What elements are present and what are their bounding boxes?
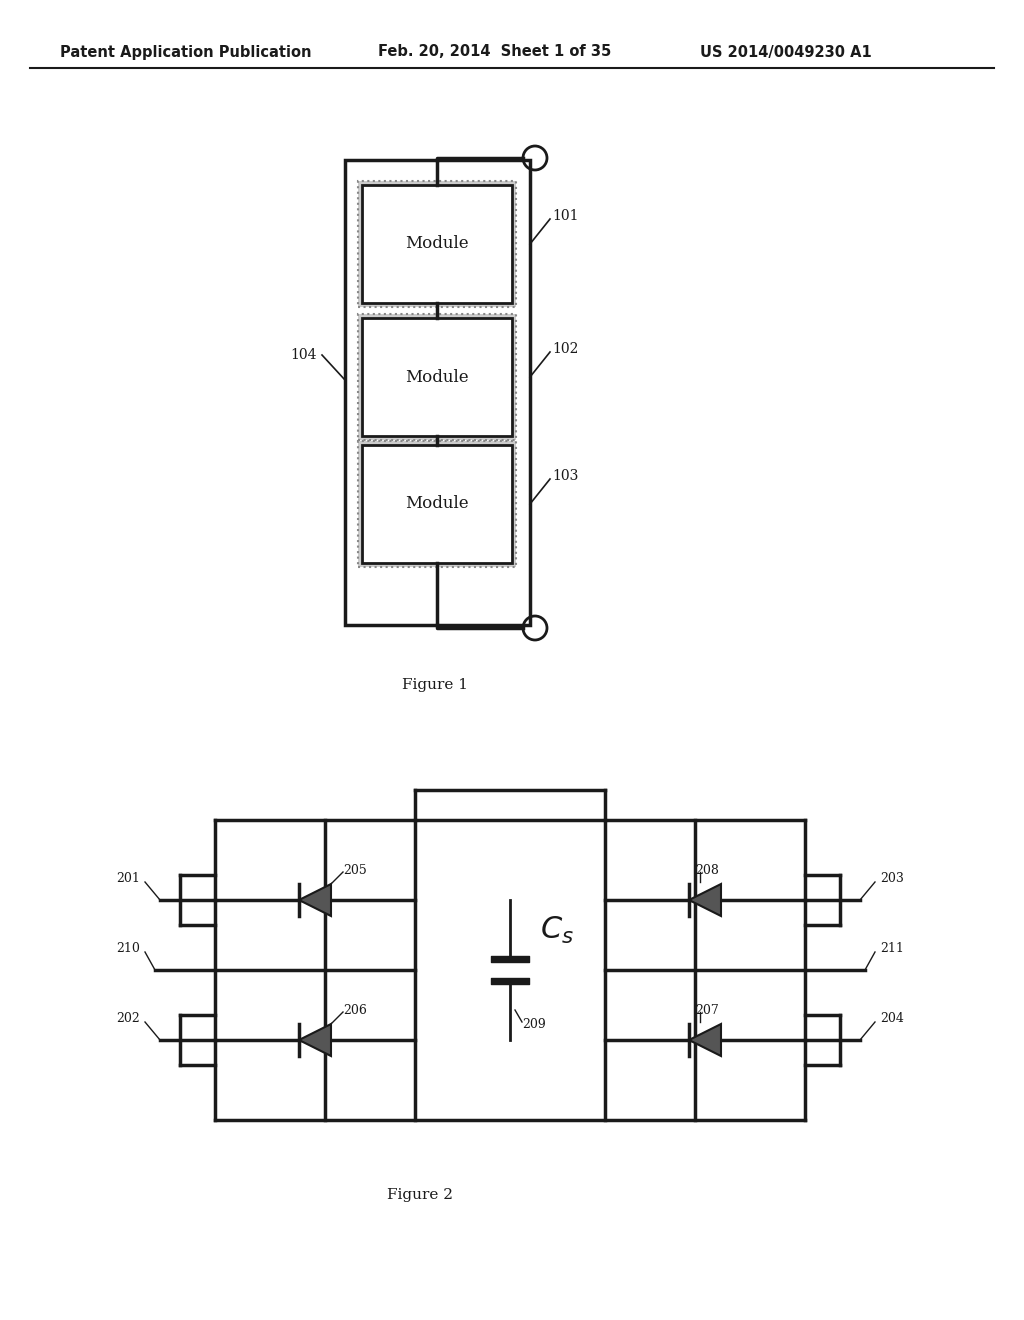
Polygon shape: [689, 1024, 721, 1056]
Polygon shape: [689, 884, 721, 916]
Text: 101: 101: [552, 209, 579, 223]
Text: 202: 202: [117, 1011, 140, 1024]
Text: Module: Module: [406, 368, 469, 385]
Text: Feb. 20, 2014  Sheet 1 of 35: Feb. 20, 2014 Sheet 1 of 35: [378, 45, 611, 59]
Text: 205: 205: [343, 863, 367, 876]
Text: 209: 209: [522, 1019, 546, 1031]
Text: Figure 2: Figure 2: [387, 1188, 453, 1203]
Text: Figure 1: Figure 1: [402, 678, 468, 692]
Text: 210: 210: [116, 941, 140, 954]
Text: Module: Module: [406, 235, 469, 252]
Text: 211: 211: [880, 941, 904, 954]
Text: 102: 102: [552, 342, 579, 356]
Text: 206: 206: [343, 1003, 367, 1016]
Text: 204: 204: [880, 1011, 904, 1024]
Polygon shape: [299, 1024, 331, 1056]
Bar: [358, 181, 516, 308]
Text: 103: 103: [552, 469, 579, 483]
Text: Patent Application Publication: Patent Application Publication: [60, 45, 311, 59]
Text: 208: 208: [695, 863, 719, 876]
Bar: [362, 185, 512, 304]
Bar: [345, 160, 530, 624]
Bar: [358, 314, 516, 440]
Polygon shape: [299, 884, 331, 916]
Bar: [362, 318, 512, 436]
Bar: [358, 441, 516, 568]
Text: 104: 104: [290, 348, 316, 362]
Text: $C_s$: $C_s$: [540, 915, 574, 945]
Text: US 2014/0049230 A1: US 2014/0049230 A1: [700, 45, 871, 59]
Text: 201: 201: [116, 871, 140, 884]
Text: Module: Module: [406, 495, 469, 512]
Text: 203: 203: [880, 871, 904, 884]
Bar: [362, 445, 512, 564]
Text: 207: 207: [695, 1003, 719, 1016]
